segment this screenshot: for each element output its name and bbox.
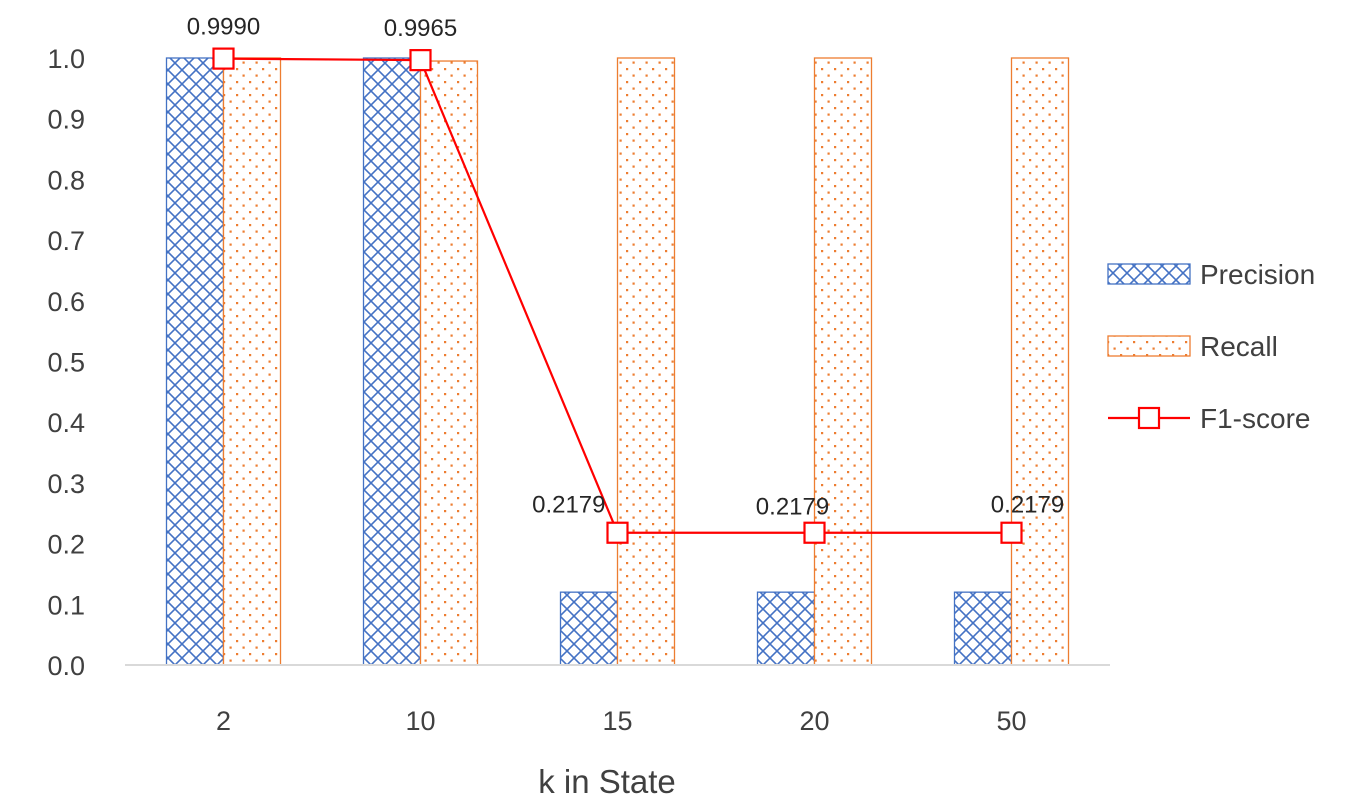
legend-label: F1-score [1200,403,1310,434]
f1-data-label: 0.2179 [991,492,1064,519]
data-labels: 0.9990 0.9965 0.2179 0.2179 0.2179 [187,14,1064,521]
precision-bar [953,591,1013,666]
x-tick-label: 10 [405,706,435,736]
y-axis-ticks: 0.0 0.1 0.2 0.3 0.4 0.5 0.6 0.7 0.8 0.9 1.0 [47,44,85,681]
f1-score-marker [212,47,235,70]
f1-data-label: 0.2179 [532,492,605,519]
x-tick-label: 50 [996,706,1026,736]
x-axis-ticks: 2 10 15 20 50 [216,706,1027,736]
y-tick-label: 0.8 [47,165,85,195]
y-tick-label: 0.5 [47,348,85,378]
y-tick-label: 1.0 [47,44,85,74]
recall-bar [222,57,282,666]
f1-score-marker [409,49,432,72]
legend-label: Precision [1200,259,1315,290]
y-tick-label: 0.0 [47,651,85,681]
recall-bar [1010,57,1070,666]
f1-score-marker [1000,521,1023,544]
y-tick-label: 0.6 [47,287,85,317]
precision-legend-swatch [1107,263,1191,285]
precision-bar [362,57,422,666]
x-tick-label: 20 [799,706,829,736]
precision-bar [165,57,225,666]
precision-bar [559,591,619,666]
y-tick-label: 0.7 [47,226,85,256]
recall-bar [813,57,873,666]
x-tick-label: 15 [602,706,632,736]
recall-bar [419,60,479,666]
y-tick-label: 0.2 [47,530,85,560]
y-tick-label: 0.1 [47,590,85,620]
f1-score-marker [606,521,629,544]
bars [165,57,1070,666]
f1-data-label: 0.9965 [384,15,457,42]
f1-data-label: 0.9990 [187,14,260,41]
y-tick-label: 0.4 [47,408,85,438]
precision-bar [756,591,816,666]
x-tick-label: 2 [216,706,231,736]
legend: Precision Recall F1-score [1107,259,1315,434]
y-tick-label: 0.3 [47,469,85,499]
x-axis-title: k in State [538,763,676,800]
f1-score-marker [803,521,826,544]
f1-score-legend-marker [1137,406,1161,430]
y-tick-label: 0.9 [47,105,85,135]
recall-bar [616,57,676,666]
recall-legend-swatch [1107,335,1191,357]
f1-data-label: 0.2179 [756,494,829,521]
f1-line-group [212,47,1023,544]
legend-label: Recall [1200,331,1278,362]
